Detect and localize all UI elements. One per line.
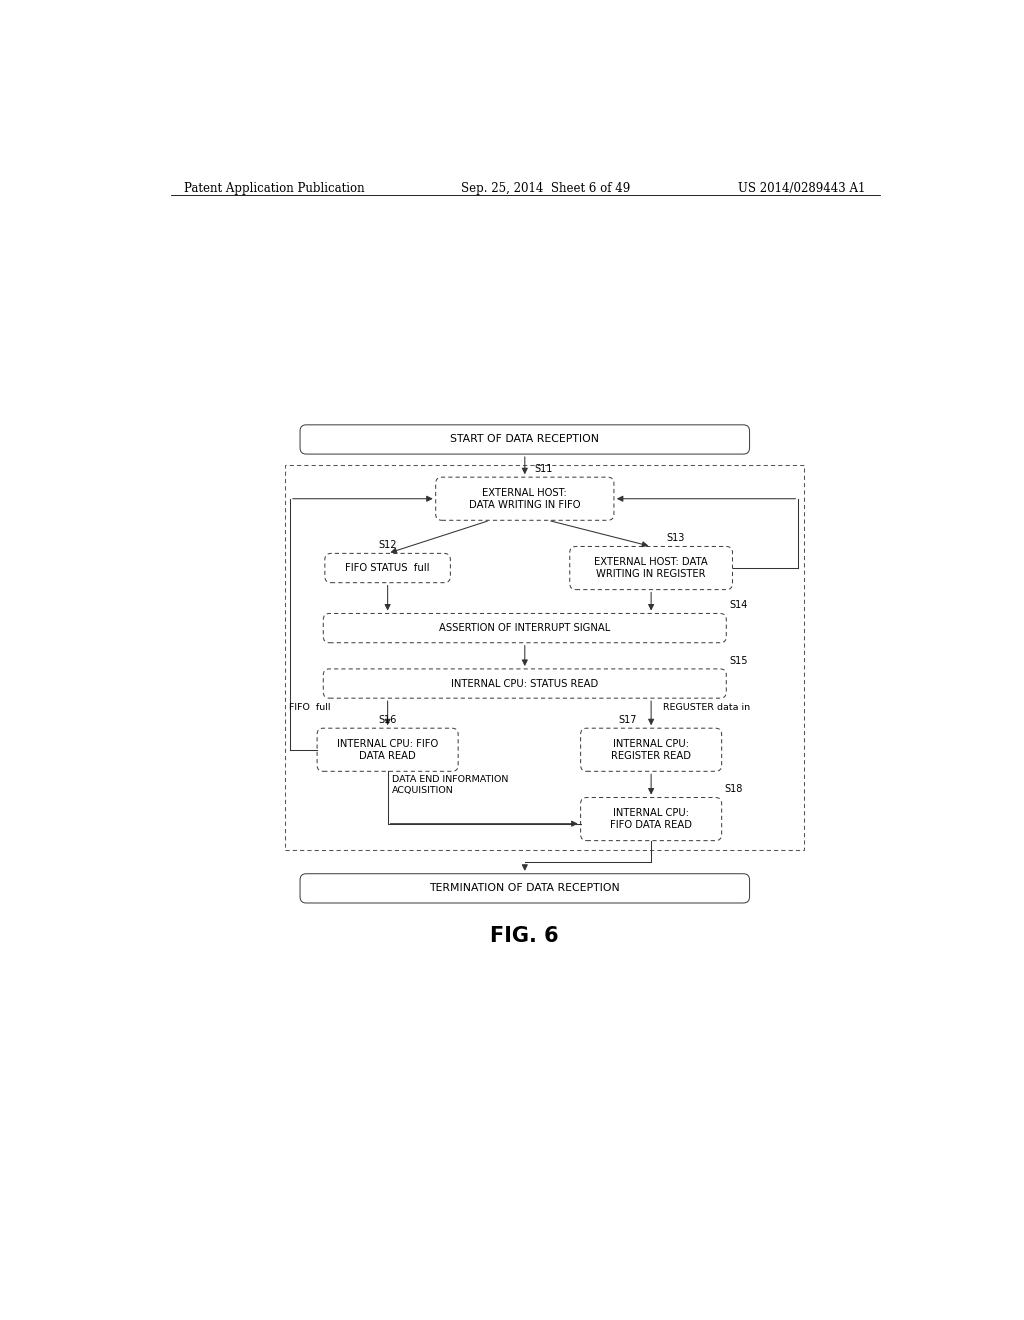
- Text: FIFO  full: FIFO full: [289, 702, 331, 711]
- FancyBboxPatch shape: [324, 614, 726, 643]
- Text: S14: S14: [729, 601, 748, 610]
- Text: S13: S13: [667, 533, 685, 544]
- FancyBboxPatch shape: [300, 874, 750, 903]
- Text: S17: S17: [618, 715, 637, 725]
- Text: EXTERNAL HOST: DATA
WRITING IN REGISTER: EXTERNAL HOST: DATA WRITING IN REGISTER: [594, 557, 708, 579]
- Text: S18: S18: [725, 784, 743, 795]
- Text: INTERNAL CPU:
FIFO DATA READ: INTERNAL CPU: FIFO DATA READ: [610, 808, 692, 830]
- Text: ASSERTION OF INTERRUPT SIGNAL: ASSERTION OF INTERRUPT SIGNAL: [439, 623, 610, 634]
- Text: FIG. 6: FIG. 6: [490, 927, 559, 946]
- FancyBboxPatch shape: [300, 425, 750, 454]
- Text: TERMINATION OF DATA RECEPTION: TERMINATION OF DATA RECEPTION: [429, 883, 621, 894]
- Text: START OF DATA RECEPTION: START OF DATA RECEPTION: [451, 434, 599, 445]
- Text: EXTERNAL HOST:
DATA WRITING IN FIFO: EXTERNAL HOST: DATA WRITING IN FIFO: [469, 488, 581, 510]
- Text: INTERNAL CPU: FIFO
DATA READ: INTERNAL CPU: FIFO DATA READ: [337, 739, 438, 760]
- FancyBboxPatch shape: [581, 797, 722, 841]
- Text: Patent Application Publication: Patent Application Publication: [183, 182, 365, 194]
- Text: FIFO STATUS  full: FIFO STATUS full: [345, 564, 430, 573]
- Text: S12: S12: [378, 540, 397, 550]
- Text: DATA END INFORMATION
ACQUISITION: DATA END INFORMATION ACQUISITION: [391, 775, 508, 795]
- Text: REGUSTER data in: REGUSTER data in: [663, 702, 750, 711]
- Text: INTERNAL CPU: STATUS READ: INTERNAL CPU: STATUS READ: [452, 678, 598, 689]
- FancyBboxPatch shape: [317, 729, 458, 771]
- Text: S16: S16: [378, 715, 396, 725]
- FancyBboxPatch shape: [324, 669, 726, 698]
- Text: INTERNAL CPU:
REGISTER READ: INTERNAL CPU: REGISTER READ: [611, 739, 691, 760]
- Text: S15: S15: [729, 656, 748, 665]
- FancyBboxPatch shape: [325, 553, 451, 582]
- Text: US 2014/0289443 A1: US 2014/0289443 A1: [738, 182, 866, 194]
- FancyBboxPatch shape: [569, 546, 732, 590]
- FancyBboxPatch shape: [581, 729, 722, 771]
- Text: S11: S11: [535, 465, 553, 474]
- Text: Sep. 25, 2014  Sheet 6 of 49: Sep. 25, 2014 Sheet 6 of 49: [461, 182, 631, 194]
- FancyBboxPatch shape: [435, 478, 614, 520]
